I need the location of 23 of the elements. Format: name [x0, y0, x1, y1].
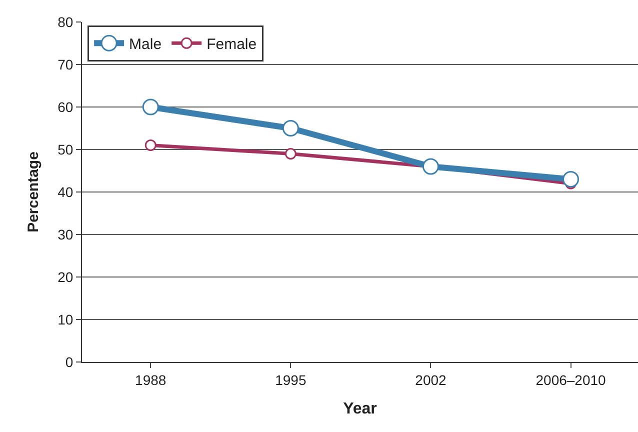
y-tick-label: 0 [65, 354, 74, 370]
x-axis-title: Year [343, 400, 377, 418]
x-tick-label: 1995 [275, 372, 306, 388]
legend-label: Male [129, 36, 162, 53]
point [282, 120, 299, 136]
y-tick-label: 40 [58, 184, 74, 200]
y-axis-title: Percentage [24, 152, 42, 232]
point [422, 158, 439, 175]
y-tick-label: 20 [58, 268, 74, 285]
y-tick-label: 80 [58, 14, 74, 30]
x-tick-label: 2006–2010 [536, 372, 606, 388]
y-tick-label: 70 [58, 56, 74, 72]
point [284, 148, 296, 160]
y-tick-label: 60 [58, 98, 74, 115]
point [142, 98, 159, 116]
y-tick-label: 50 [58, 141, 74, 158]
legend-label: Female [206, 36, 257, 53]
point [562, 171, 580, 188]
x-tick-label: 2002 [415, 372, 447, 388]
y-tick-label: 30 [58, 226, 74, 242]
point [144, 140, 156, 151]
y-tick-label: 10 [58, 311, 74, 328]
x-tick-label: 1988 [135, 372, 166, 388]
